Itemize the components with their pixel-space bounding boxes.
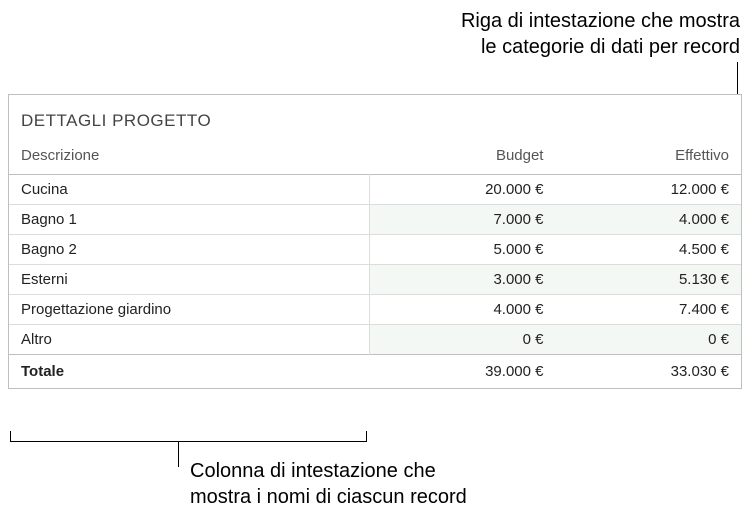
callout-text: Colonna di intestazione che (190, 460, 436, 482)
row-budget: 20.000 € (370, 175, 556, 205)
callout-text: mostra i nomi di ciascun record (190, 486, 467, 508)
col-header-budget: Budget (370, 141, 556, 175)
row-description: Esterni (9, 265, 370, 295)
table-row: Progettazione giardino 4.000 € 7.400 € (9, 295, 741, 325)
callout-header-row: Riga di intestazione che mostra le categ… (461, 8, 740, 60)
total-budget: 39.000 € (370, 355, 556, 389)
row-actual: 5.130 € (555, 265, 741, 295)
table-row: Altro 0 € 0 € (9, 325, 741, 355)
callout-leader (10, 431, 11, 442)
row-budget: 5.000 € (370, 235, 556, 265)
callout-leader (178, 441, 179, 467)
row-actual: 0 € (555, 325, 741, 355)
callout-text: Riga di intestazione che mostra (461, 10, 740, 32)
data-table: Descrizione Budget Effettivo Cucina 20.0… (9, 141, 741, 389)
table-title: DETTAGLI PROGETTO (9, 97, 741, 141)
project-details-table: DETTAGLI PROGETTO Descrizione Budget Eff… (8, 94, 742, 389)
row-description: Cucina (9, 175, 370, 205)
total-label: Totale (9, 355, 370, 389)
table-header-row: Descrizione Budget Effettivo (9, 141, 741, 175)
callout-leader (10, 441, 367, 442)
table-row: Bagno 1 7.000 € 4.000 € (9, 205, 741, 235)
row-actual: 4.500 € (555, 235, 741, 265)
row-actual: 4.000 € (555, 205, 741, 235)
row-description: Bagno 2 (9, 235, 370, 265)
col-header-description: Descrizione (9, 141, 370, 175)
col-header-actual: Effettivo (555, 141, 741, 175)
table-total-row: Totale 39.000 € 33.030 € (9, 355, 741, 389)
callout-leader (366, 431, 367, 442)
row-actual: 7.400 € (555, 295, 741, 325)
row-description: Bagno 1 (9, 205, 370, 235)
callout-header-column: Colonna di intestazione che mostra i nom… (190, 458, 467, 510)
table-row: Bagno 2 5.000 € 4.500 € (9, 235, 741, 265)
row-description: Progettazione giardino (9, 295, 370, 325)
table-row: Esterni 3.000 € 5.130 € (9, 265, 741, 295)
table-row: Cucina 20.000 € 12.000 € (9, 175, 741, 205)
callout-text: le categorie di dati per record (481, 36, 740, 58)
row-budget: 4.000 € (370, 295, 556, 325)
row-actual: 12.000 € (555, 175, 741, 205)
row-budget: 0 € (370, 325, 556, 355)
total-actual: 33.030 € (555, 355, 741, 389)
row-budget: 7.000 € (370, 205, 556, 235)
row-budget: 3.000 € (370, 265, 556, 295)
row-description: Altro (9, 325, 370, 355)
